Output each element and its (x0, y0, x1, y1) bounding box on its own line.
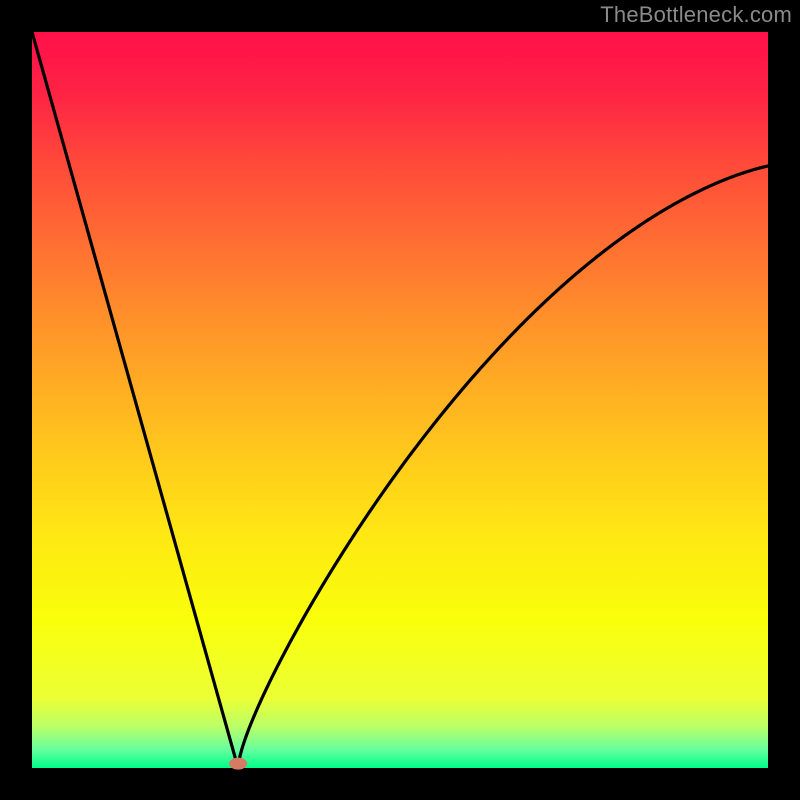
minimum-marker (229, 758, 247, 770)
bottleneck-chart-svg (0, 0, 800, 800)
plot-background (32, 32, 768, 768)
chart-container: TheBottleneck.com (0, 0, 800, 800)
watermark-text: TheBottleneck.com (600, 2, 792, 28)
